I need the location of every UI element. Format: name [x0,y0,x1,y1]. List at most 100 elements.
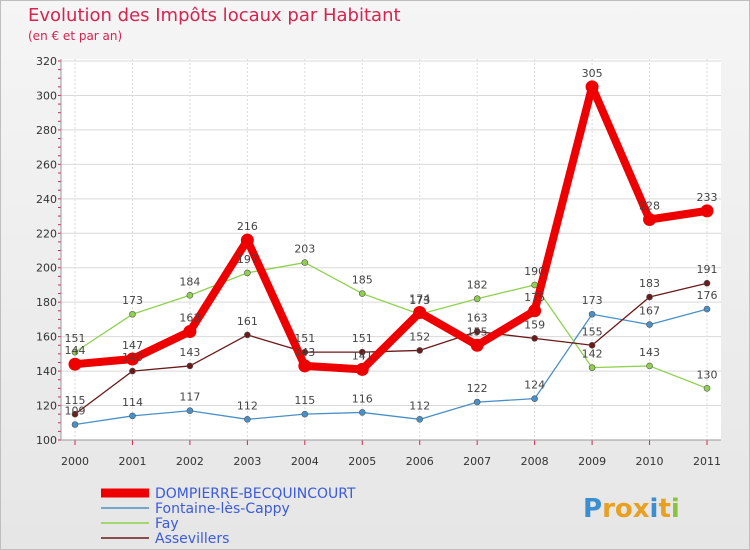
data-point-assevillers [358,348,366,356]
data-label-dompierre-becquincourt: 147 [122,339,143,352]
data-label-assevillers: 191 [697,263,718,276]
x-tick-label: 2007 [463,455,491,468]
data-point-fontaine-l-s-cappy [531,395,538,402]
data-label-dompierre-becquincourt: 228 [639,199,660,212]
data-point-fontaine-l-s-cappy [186,407,194,415]
data-point-fay [703,385,711,392]
data-label-fontaine-l-s-cappy: 115 [294,394,315,407]
data-label-fontaine-l-s-cappy: 114 [122,396,143,409]
data-label-assevillers: 183 [639,277,660,290]
data-label-dompierre-becquincourt: 163 [179,311,200,324]
x-tick-label: 2001 [118,455,146,468]
y-tick-label: 320 [36,55,57,68]
data-point-dompierre-becquincourt [240,233,254,247]
data-point-fay [71,348,79,356]
data-label-fontaine-l-s-cappy: 167 [639,305,660,318]
data-point-dompierre-becquincourt [183,324,197,338]
data-point-fontaine-l-s-cappy [703,305,711,313]
y-tick-label: 120 [36,400,57,413]
data-label-fontaine-l-s-cappy: 117 [179,391,200,404]
data-point-fontaine-l-s-cappy [301,410,309,418]
chart-subtitle: (en € et par an) [28,29,123,43]
data-label-assevillers: 151 [352,332,373,345]
x-tick-label: 2000 [61,455,89,468]
y-tick-label: 220 [36,227,57,240]
data-point-fontaine-l-s-cappy [71,421,79,428]
data-point-assevillers [703,279,711,287]
data-point-assevillers [531,335,538,342]
data-label-dompierre-becquincourt: 144 [65,344,86,357]
data-label-dompierre-becquincourt: 175 [524,291,545,304]
logo-letter: i [650,494,659,524]
x-tick-label: 2009 [578,455,606,468]
data-label-assevillers: 152 [409,330,430,343]
data-label-dompierre-becquincourt: 233 [697,191,718,204]
data-point-assevillers [244,331,251,339]
data-label-fay: 143 [639,346,660,359]
data-point-assevillers [473,328,481,335]
y-tick-label: 140 [36,365,57,378]
data-label-fontaine-l-s-cappy: 122 [467,382,488,395]
series-line-fontaine-l-s-cappy [74,308,708,426]
data-label-assevillers: 159 [524,318,545,331]
data-label-dompierre-becquincourt: 174 [409,293,430,306]
data-point-fontaine-l-s-cappy [646,321,653,328]
data-point-fay [301,259,309,266]
data-label-dompierre-becquincourt: 305 [582,67,603,80]
legend-label-fontaine-l-s-cappy: Fontaine-lès-Cappy [155,501,290,517]
data-point-fay [646,362,653,370]
data-label-assevillers: 155 [582,325,603,338]
x-tick-label: 2008 [521,455,549,468]
data-label-fontaine-l-s-cappy: 176 [697,289,718,302]
data-point-assevillers [129,367,136,375]
data-label-fay: 130 [697,368,718,381]
data-label-fay: 142 [582,348,603,361]
data-label-fay: 173 [122,294,143,307]
data-label-fay: 190 [524,265,545,278]
data-point-fay [358,290,366,297]
plot-area [61,59,721,440]
y-tick-label: 300 [36,89,57,102]
data-label-fay: 184 [179,275,200,288]
data-point-dompierre-becquincourt [585,80,599,94]
data-label-assevillers: 143 [179,346,200,359]
data-label-fontaine-l-s-cappy: 112 [409,399,430,412]
data-point-dompierre-becquincourt [355,362,369,376]
data-label-dompierre-becquincourt: 216 [237,220,258,233]
data-label-fontaine-l-s-cappy: 173 [582,294,603,307]
x-tick-label: 2002 [176,455,204,468]
y-tick-label: 260 [36,158,57,171]
legend-label-dompierre-becquincourt: DOMPIERRE-BECQUINCOURT [155,486,356,502]
data-label-fontaine-l-s-cappy: 124 [524,379,545,392]
data-label-fay: 173 [409,294,430,307]
data-point-fontaine-l-s-cappy [416,416,424,423]
x-tick-label: 2005 [348,455,376,468]
series-line-dompierre-becquincourt [71,82,711,374]
x-tick-label: 2003 [233,455,261,468]
data-point-dompierre-becquincourt [125,352,139,366]
data-label-assevillers: 163 [467,311,488,324]
y-tick-label: 180 [36,296,57,309]
x-tick-label: 2011 [693,455,721,468]
data-point-assevillers [186,362,194,370]
logo-letter: i [671,494,680,524]
data-point-fontaine-l-s-cappy [473,398,481,406]
y-tick-label: 200 [36,262,57,275]
x-tick-label: 2006 [406,455,434,468]
data-label-fay: 197 [237,253,258,266]
y-tick-label: 100 [36,434,57,447]
logo-letter: x [633,494,650,524]
y-tick-label: 160 [36,331,57,344]
chart-title: Evolution des Impôts locaux par Habitant [28,5,401,26]
data-label-fay: 182 [467,279,488,292]
data-point-fontaine-l-s-cappy [358,409,366,416]
series-line-assevillers [74,282,708,415]
data-label-assevillers: 115 [65,394,86,407]
data-point-assevillers [588,341,596,349]
data-point-dompierre-becquincourt [68,357,82,371]
data-label-fay: 185 [352,274,373,287]
legend-label-fay: Fay [155,516,179,532]
data-point-fontaine-l-s-cappy [129,412,136,420]
